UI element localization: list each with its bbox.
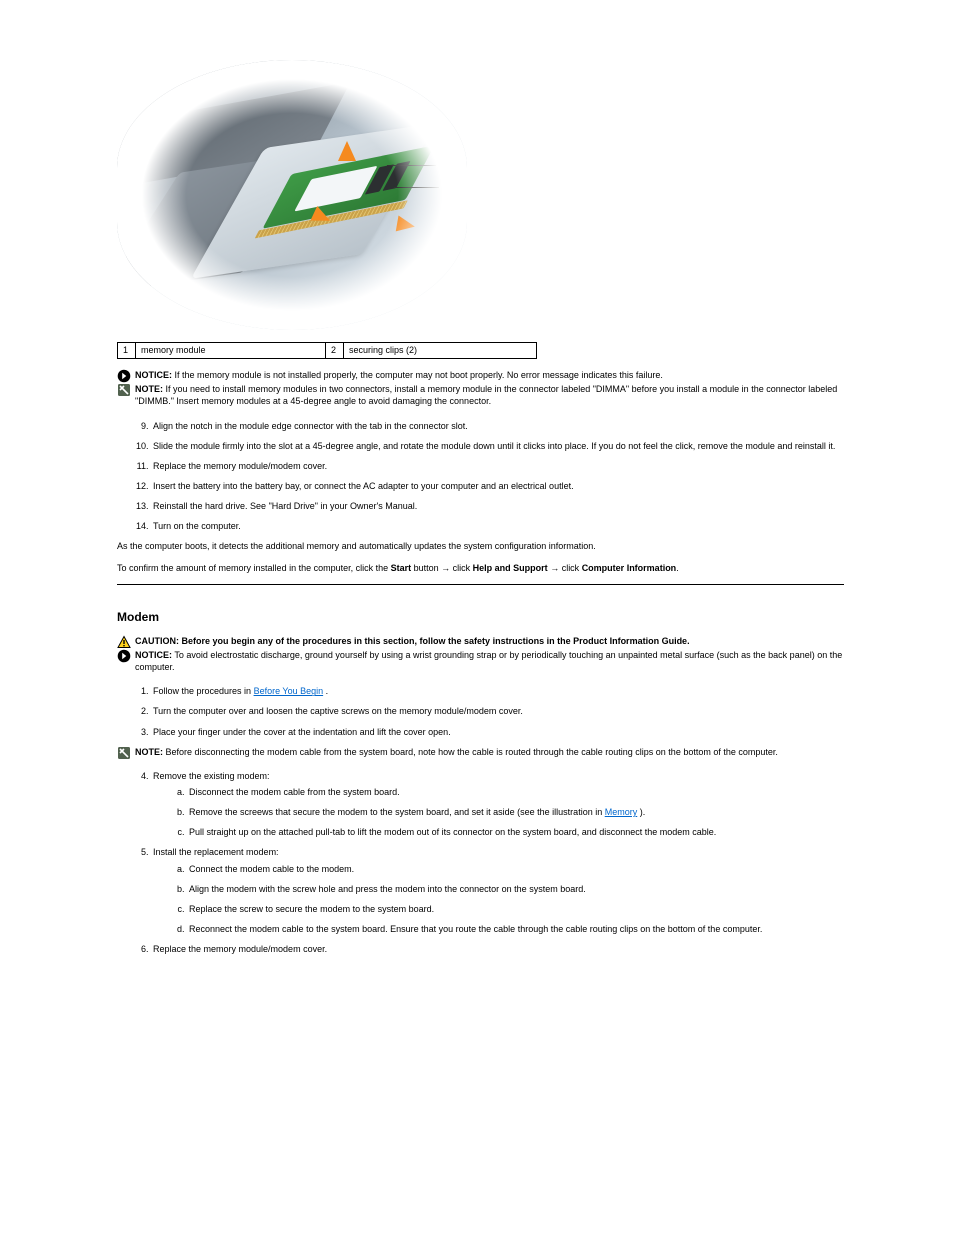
modem-step-4b-post: ).	[640, 807, 646, 817]
callout-number-1: 1	[439, 157, 444, 169]
confirm-memory-paragraph: To confirm the amount of memory installe…	[117, 562, 844, 574]
modem-cable-note: NOTE: Before disconnecting the modem cab…	[117, 746, 844, 758]
direction-arrow-icon	[338, 141, 356, 161]
step-12: Insert the battery into the battery bay,…	[151, 480, 844, 492]
caution-label: CAUTION:	[135, 636, 179, 646]
modem-step-5c: Replace the screw to secure the modem to…	[187, 903, 844, 915]
modem-step-5: Install the replacement modem: Connect t…	[151, 846, 844, 935]
note-icon	[117, 746, 131, 760]
modem-steps-a: Follow the procedures in Before You Begi…	[117, 685, 844, 737]
parts-table: 1 memory module 2 securing clips (2)	[117, 342, 537, 359]
note-label: NOTE:	[135, 384, 163, 394]
install-steps-list: Align the notch in the module edge conne…	[117, 420, 844, 533]
modem-step-2: Turn the computer over and loosen the ca…	[151, 705, 844, 717]
direction-arrow-icon	[396, 215, 417, 234]
parts-cell-label-1: memory module	[136, 343, 326, 359]
modem-step-5b: Align the modem with the screw hole and …	[187, 883, 844, 895]
modem-step-4b-pre: Remove the screews that secure the modem…	[189, 807, 605, 817]
notice-icon	[117, 369, 131, 383]
notice-block: NOTICE: If the memory module is not inst…	[117, 369, 844, 381]
modem-note-text: Before disconnecting the modem cable fro…	[166, 747, 778, 757]
modem-heading: Modem	[117, 609, 844, 625]
modem-step-1: Follow the procedures in Before You Begi…	[151, 685, 844, 697]
modem-step-5-sub: Connect the modem cable to the modem. Al…	[153, 863, 844, 936]
notice-label: NOTICE:	[135, 370, 172, 380]
arrow-icon: →	[550, 563, 559, 573]
modem-step-6: Replace the memory module/modem cover.	[151, 943, 844, 955]
callout-number-2: 2	[443, 179, 448, 191]
parts-cell-label-2: securing clips (2)	[344, 343, 537, 359]
modem-note-label: NOTE:	[135, 747, 163, 757]
caution-icon	[117, 635, 131, 649]
caution-text: Before you begin any of the procedures i…	[182, 636, 690, 646]
modem-step-4: Remove the existing modem: Disconnect th…	[151, 770, 844, 839]
step-10: Slide the module firmly into the slot at…	[151, 440, 844, 452]
modem-step-4-sub: Disconnect the modem cable from the syst…	[153, 786, 844, 838]
step-14: Turn on the computer.	[151, 520, 844, 532]
step-9: Align the notch in the module edge conne…	[151, 420, 844, 432]
modem-step-4-text: Remove the existing modem:	[153, 771, 270, 781]
notice-icon	[117, 649, 131, 663]
modem-notice-block: NOTICE: To avoid electrostatic discharge…	[117, 649, 844, 673]
modem-step-1-post: .	[326, 686, 329, 696]
before-you-begin-link[interactable]: Before You Begin	[254, 686, 324, 696]
parts-cell-num-1: 1	[118, 343, 136, 359]
modem-step-4b: Remove the screews that secure the modem…	[187, 806, 844, 818]
modem-step-5-text: Install the replacement modem:	[153, 847, 279, 857]
modem-notice-text: To avoid electrostatic discharge, ground…	[135, 650, 842, 672]
note-block: NOTE: If you need to install memory modu…	[117, 383, 844, 407]
arrow-icon: →	[441, 563, 450, 573]
modem-notice-label: NOTICE:	[135, 650, 172, 660]
modem-step-1-pre: Follow the procedures in	[153, 686, 254, 696]
modem-step-5d: Reconnect the modem cable to the system …	[187, 923, 844, 935]
step-11: Replace the memory module/modem cover.	[151, 460, 844, 472]
note-icon	[117, 383, 131, 397]
memory-module-illustration: 1 2	[117, 60, 467, 330]
step-13: Reinstall the hard drive. See "Hard Driv…	[151, 500, 844, 512]
notice-text: If the memory module is not installed pr…	[175, 370, 663, 380]
section-divider	[117, 584, 844, 585]
note-text: If you need to install memory modules in…	[135, 384, 837, 406]
modem-steps-b: Remove the existing modem: Disconnect th…	[117, 770, 844, 955]
modem-step-4c: Pull straight up on the attached pull-ta…	[187, 826, 844, 838]
caution-block: CAUTION: Before you begin any of the pro…	[117, 635, 844, 647]
modem-step-5a: Connect the modem cable to the modem.	[187, 863, 844, 875]
parts-cell-num-2: 2	[326, 343, 344, 359]
modem-step-3: Place your finger under the cover at the…	[151, 726, 844, 738]
boot-paragraph: As the computer boots, it detects the ad…	[117, 540, 844, 552]
modem-step-4a: Disconnect the modem cable from the syst…	[187, 786, 844, 798]
memory-link[interactable]: Memory	[605, 807, 638, 817]
